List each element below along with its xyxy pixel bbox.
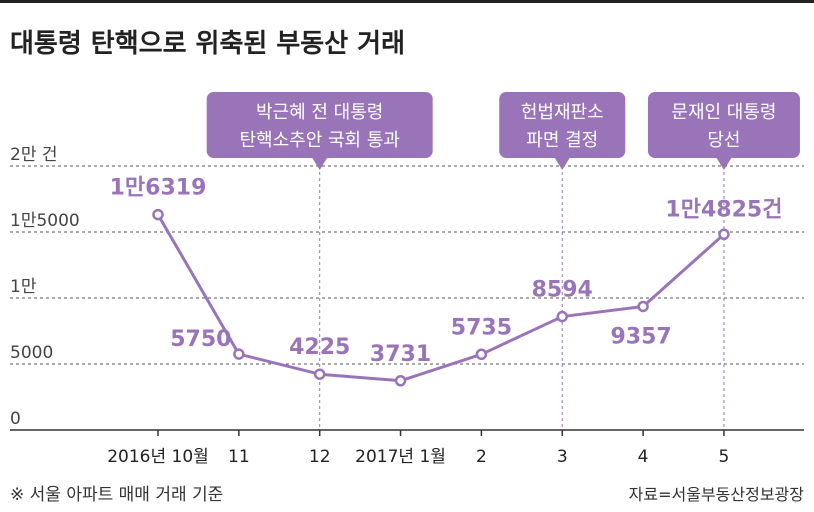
data-label: 1만4825건 bbox=[665, 197, 782, 222]
y-tick-label: 1만 bbox=[10, 277, 37, 297]
data-labels: 1만6319 5750 4225 3731 5735 8594 9357 1만4825건 bbox=[110, 176, 783, 367]
data-label: 5735 bbox=[451, 315, 512, 340]
source-credit: 자료=서울부동산정보광장 bbox=[629, 485, 805, 504]
x-tick-label: 5 bbox=[719, 447, 730, 467]
data-label: 1만6319 bbox=[110, 176, 207, 201]
y-tick-label: 1만5000 bbox=[10, 211, 80, 231]
x-tick-label: 2 bbox=[476, 447, 487, 467]
data-point bbox=[475, 348, 488, 361]
data-point bbox=[152, 208, 164, 221]
data-point bbox=[718, 228, 730, 241]
callout-box bbox=[206, 92, 433, 158]
footnote: ※ 서울 아파트 매매 거래 기준 bbox=[10, 485, 223, 505]
series bbox=[152, 208, 730, 387]
callout-pointer bbox=[311, 157, 328, 170]
x-tick-label: 4 bbox=[638, 447, 649, 467]
data-label: 8594 bbox=[532, 278, 593, 303]
data-label: 5750 bbox=[170, 327, 231, 352]
data-point bbox=[313, 368, 326, 380]
callout-text: 탄핵소추안 국회 통과 bbox=[239, 130, 399, 151]
x-tick-label: 12 bbox=[309, 447, 331, 467]
callout-text: 파면 결정 bbox=[526, 130, 598, 151]
y-tick-label: 5000 bbox=[10, 343, 53, 363]
x-tick-label: 2017년 1월 bbox=[355, 447, 446, 467]
data-label: 3731 bbox=[370, 342, 431, 367]
series-line bbox=[156, 213, 725, 383]
x-tick-label: 11 bbox=[228, 447, 250, 467]
x-tick-label: 3 bbox=[557, 447, 568, 467]
callout-text: 헌법재판소 bbox=[521, 102, 604, 123]
callout-text: 문재인 대통령 bbox=[671, 102, 776, 123]
chart-title: 대통령 탄핵으로 위축된 부동산 거래 bbox=[10, 29, 405, 59]
top-rule bbox=[0, 0, 814, 3]
callout-box bbox=[647, 92, 800, 158]
callout-pointer bbox=[715, 157, 732, 170]
callout-pointer bbox=[554, 157, 571, 170]
x-axis: 2016년 10월 11 12 2017년 1월 2 3 4 5 bbox=[107, 430, 729, 467]
data-point bbox=[556, 310, 568, 323]
x-tick-label: 2016년 10월 bbox=[107, 447, 209, 467]
y-tick-label: 2만 건 bbox=[10, 145, 58, 165]
grid: 0 5000 1만 1만5000 2만 건 bbox=[10, 145, 804, 431]
data-label: 9357 bbox=[610, 324, 671, 349]
data-point bbox=[394, 375, 407, 387]
callout-text: 박근혜 전 대통령 bbox=[256, 102, 383, 123]
y-tick-label: 0 bbox=[10, 409, 21, 429]
data-point bbox=[637, 300, 649, 313]
data-label: 4225 bbox=[289, 335, 350, 360]
data-point bbox=[233, 348, 245, 360]
annotation-lines bbox=[319, 172, 725, 430]
callout-box bbox=[499, 92, 626, 158]
callout-text: 당선 bbox=[707, 130, 740, 151]
